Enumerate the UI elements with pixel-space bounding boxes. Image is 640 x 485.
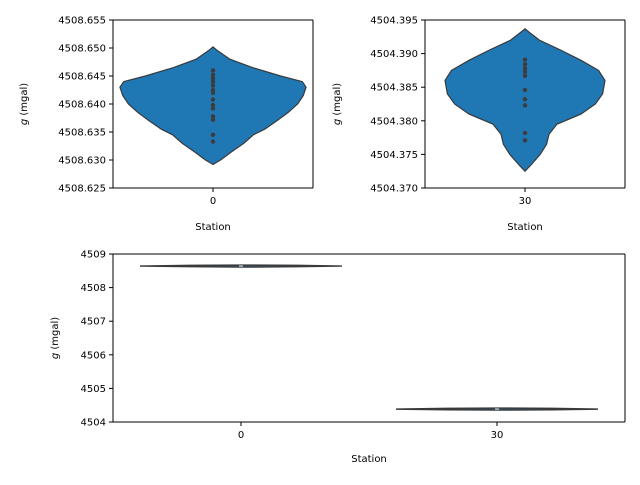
y-tick-label: 4506 xyxy=(81,350,106,361)
y-tick-label: 4508.635 xyxy=(58,128,106,139)
observation-point xyxy=(522,103,528,108)
y-tick-label: 4508 xyxy=(81,283,106,294)
observation-point xyxy=(210,72,216,78)
observation-point xyxy=(522,138,528,143)
observation-point xyxy=(210,102,216,108)
y-axis-label: g (mgal) xyxy=(332,83,343,125)
panel-station-0: 4508.625 4508.630 4508.635 4508.640 4508.645… xyxy=(19,16,314,233)
observation-point xyxy=(522,130,528,136)
observation-point xyxy=(522,57,528,62)
y-tick-label: 4504.385 xyxy=(370,83,418,94)
x-tick-label: 30 xyxy=(519,196,532,207)
x-axis: 0 30 xyxy=(113,421,625,441)
y-tick-label: 4504.390 xyxy=(370,49,418,60)
observation-point xyxy=(522,66,528,71)
x-axis: 30 xyxy=(425,187,625,207)
observation-point xyxy=(522,87,528,93)
panel-all-stations: 4504 4505 4506 4507 4508 4509 0 30 Station g (… xyxy=(50,250,626,465)
y-axis: 4504 4505 4506 4507 4508 4509 xyxy=(81,250,114,429)
y-axis: 4504.370 4504.375 4504.380 4504.385 4504.390… xyxy=(370,16,426,195)
observation-point xyxy=(210,106,216,111)
observation-point xyxy=(210,139,216,144)
observation-point xyxy=(210,79,216,84)
y-tick-label: 4505 xyxy=(81,384,106,395)
observation-point xyxy=(210,87,216,93)
observation-point xyxy=(210,117,216,122)
observation-point xyxy=(210,68,216,73)
x-tick-label: 30 xyxy=(491,430,504,441)
y-tick-label: 4504 xyxy=(81,418,106,429)
observation-point xyxy=(522,73,528,78)
y-tick-label: 4509 xyxy=(81,250,106,261)
observation-point xyxy=(522,69,528,74)
y-axis-label: g (mgal) xyxy=(19,83,30,125)
observation-point xyxy=(210,114,216,119)
x-axis-label: Station xyxy=(507,222,543,233)
x-axis-label: Station xyxy=(195,222,231,233)
y-axis-label: g (mgal) xyxy=(50,317,61,359)
observation-point xyxy=(210,76,216,81)
y-tick-label: 4508.630 xyxy=(58,156,106,167)
observation-points xyxy=(210,68,216,144)
y-tick-label: 4508.650 xyxy=(58,44,106,55)
x-axis-label: Station xyxy=(351,454,387,465)
y-tick-label: 4504.380 xyxy=(370,116,418,127)
y-tick-label: 4504.395 xyxy=(370,16,418,27)
y-axis: 4508.625 4508.630 4508.635 4508.640 4508.645… xyxy=(58,16,114,195)
observation-point xyxy=(522,97,528,102)
y-tick-label: 4504.370 xyxy=(370,184,418,195)
x-axis: 0 xyxy=(113,187,313,207)
x-tick-label: 0 xyxy=(210,196,216,207)
y-tick-label: 4507 xyxy=(81,317,106,328)
y-tick-label: 4508.625 xyxy=(58,184,106,195)
y-tick-label: 4508.640 xyxy=(58,100,106,111)
observation-points xyxy=(522,57,528,143)
observation-point xyxy=(522,62,528,67)
observation-point xyxy=(210,97,216,102)
observation-point xyxy=(210,83,216,88)
observation-point xyxy=(210,132,216,137)
y-tick-label: 4508.655 xyxy=(58,16,106,27)
y-tick-label: 4504.375 xyxy=(370,150,418,161)
panel-station-30: 4504.370 4504.375 4504.380 4504.385 4504.390… xyxy=(332,16,626,233)
x-tick-label: 0 xyxy=(238,430,244,441)
violins xyxy=(139,264,599,411)
y-tick-label: 4508.645 xyxy=(58,72,106,83)
